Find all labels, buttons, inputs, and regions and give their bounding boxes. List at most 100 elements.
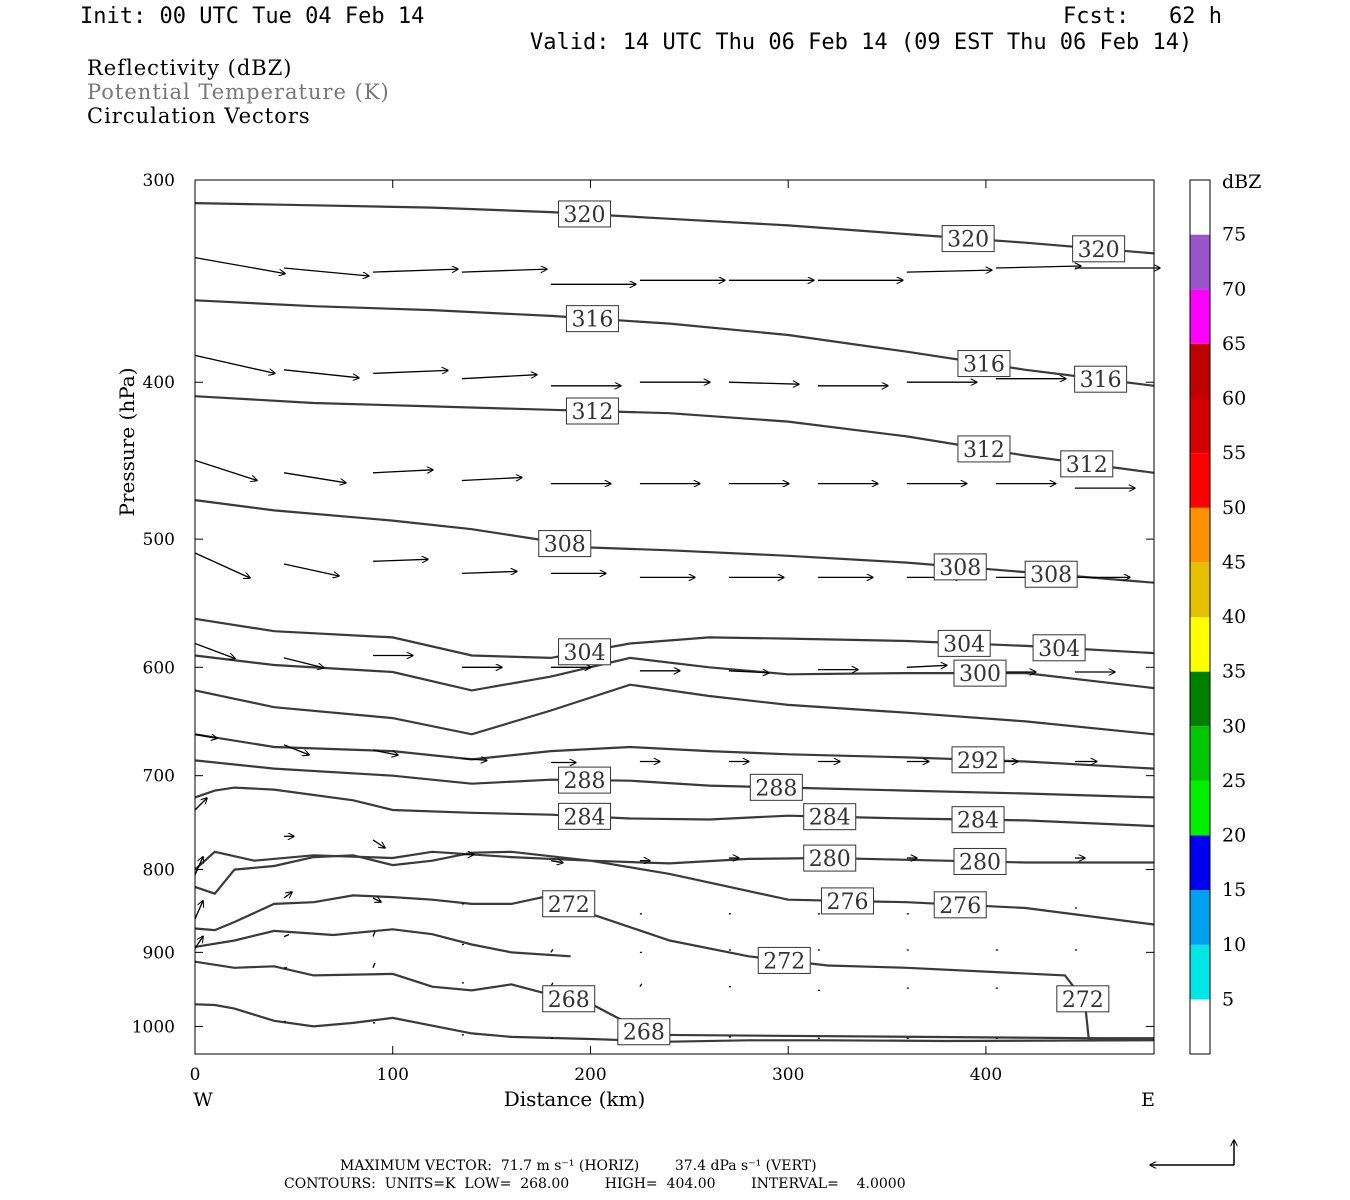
y-tick-label: 900 [143,943,175,963]
theta-contour-264 [194,1003,1155,1043]
y-tick-label: 400 [143,373,175,393]
contour-label-320: 320 [558,200,612,228]
circulation-vector [283,657,324,668]
contour-label-308: 308 [1024,560,1078,588]
circulation-vector [194,256,285,274]
colorbar-bin [1190,289,1210,344]
circulation-vector [194,901,203,920]
west-label: W [193,1089,213,1111]
contour-label-272: 272 [757,946,811,974]
svg-text:276: 276 [939,894,981,919]
y-tick-label: 1000 [132,1017,175,1037]
colorbar-bin [1190,835,1210,891]
svg-text:292: 292 [957,749,999,774]
svg-text:320: 320 [564,203,606,228]
svg-text:284: 284 [957,809,999,834]
circulation-vector [372,931,376,937]
field-reflectivity: Reflectivity (dBZ) [87,56,293,80]
colorbar-label: 10 [1222,934,1246,956]
colorbar-bin [1190,780,1210,836]
svg-text:312: 312 [963,438,1005,463]
colorbar-label: 15 [1222,879,1246,901]
init-time: Init: 00 UTC Tue 04 Feb 14 [80,4,425,29]
theta-contour-320 [194,202,1155,255]
circulation-vector [461,571,517,573]
x-tick-label: 0 [190,1065,201,1085]
svg-text:276: 276 [827,890,869,915]
contour-label-316: 316 [957,350,1011,378]
contour-label-268: 268 [542,985,596,1013]
svg-text:304: 304 [564,641,606,666]
colorbar-label: 30 [1222,715,1246,737]
circulation-vector [372,749,398,755]
colorbar-bin [1190,180,1210,235]
theta-contour-296 [194,683,1155,736]
colorbar-bin [1190,999,1210,1055]
theta-contour-272 [194,894,1154,1040]
svg-text:272: 272 [548,893,590,918]
contour-label-304: 304 [558,638,612,666]
svg-text:288: 288 [755,776,797,801]
circulation-vector [639,983,643,988]
contour-label-280: 280 [953,847,1007,875]
colorbar-bin [1190,234,1210,290]
circulation-vector [906,665,947,667]
svg-text:280: 280 [959,850,1001,875]
colorbar-label: 20 [1222,825,1246,847]
colorbar-label: 60 [1222,388,1246,410]
theta-contour-280 [194,850,1154,871]
colorbar-bin [1190,398,1210,454]
svg-text:308: 308 [939,556,981,581]
circulation-vector [372,898,381,902]
contour-label-312: 312 [565,397,619,425]
colorbar-bin [1190,453,1210,508]
contour-label-276: 276 [821,887,875,915]
theta-contour-284 [194,786,1155,828]
y-tick-label: 600 [143,658,175,678]
circulation-vector [372,269,458,272]
svg-text:312: 312 [571,400,613,425]
contour-label-268: 268 [617,1018,671,1046]
colorbar-bin [1190,726,1210,781]
contour-label-284: 284 [558,802,612,830]
circulation-vector [194,354,275,373]
circulation-vector [728,382,799,384]
theta-contour-304 [194,617,1155,660]
contour-label-308: 308 [538,530,592,558]
contour-label-316: 316 [1074,365,1128,393]
circulation-vector [194,642,235,659]
svg-text:300: 300 [959,662,1001,687]
contour-label-304: 304 [937,629,991,657]
circulation-vector [194,459,257,480]
svg-text:316: 316 [571,308,613,333]
colorbar-label: 70 [1222,278,1246,300]
colorbar-bin [1190,944,1210,1000]
valid-time: Valid: 14 UTC Thu 06 Feb 14 (09 EST Thu … [530,30,1193,55]
contour-label-280: 280 [803,844,857,872]
theta-contour-270 [194,928,571,958]
colorbar-label: 45 [1222,551,1246,573]
circulation-vector [372,470,433,473]
y-tick-label: 300 [143,171,175,191]
svg-text:268: 268 [548,988,590,1013]
contour-label-272: 272 [1056,985,1110,1013]
colorbar-label: 25 [1222,770,1246,792]
circulation-vector [283,267,369,276]
circulation-vector [550,949,554,953]
x-tick-label: 300 [772,1065,804,1085]
svg-text:308: 308 [544,533,586,558]
svg-text:284: 284 [564,805,606,830]
contour-label-284: 284 [803,803,857,831]
footer-max-vector: MAXIMUM VECTOR: 71.7 m s⁻¹ (HORIZ) 37.4 … [340,1158,817,1174]
x-tick-label: 200 [574,1065,606,1085]
reference-vector [1150,1140,1234,1165]
svg-text:272: 272 [1062,988,1104,1013]
contour-label-316: 316 [565,305,619,333]
contour-label-288: 288 [749,773,803,801]
x-tick-label: 400 [970,1065,1002,1085]
circulation-vector [194,733,217,738]
colorbar-bin [1190,671,1210,727]
theta-contour-308 [194,499,1155,584]
colorbar-bin [1190,562,1210,618]
contour-label-288: 288 [558,766,612,794]
